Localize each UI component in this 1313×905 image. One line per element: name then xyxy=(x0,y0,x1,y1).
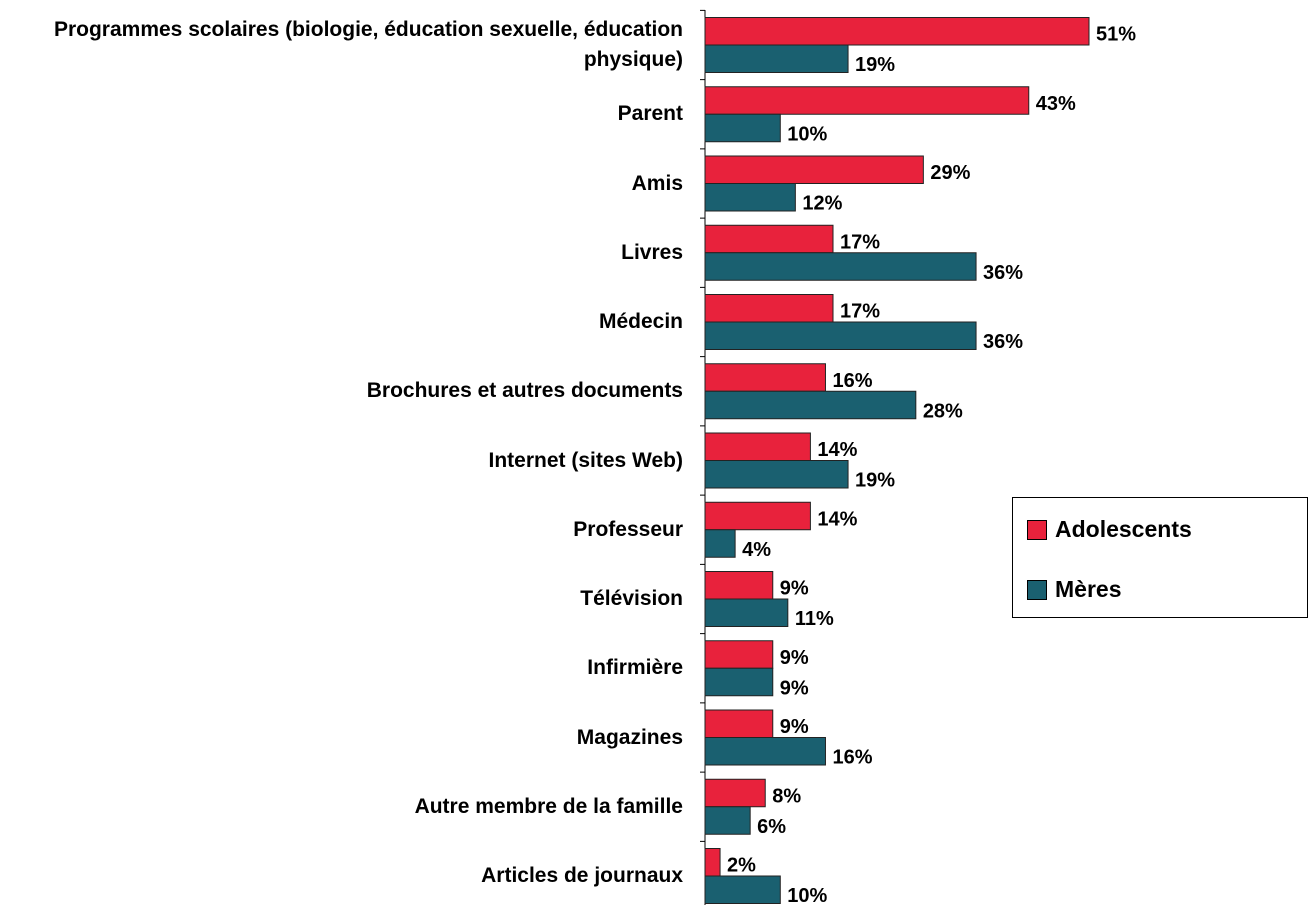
value-label: 9% xyxy=(780,716,809,738)
bar xyxy=(704,390,917,420)
legend-swatch xyxy=(1027,579,1047,600)
category-label: Magazines xyxy=(576,725,683,749)
category-label: Parent xyxy=(617,102,683,126)
bar xyxy=(704,155,924,184)
value-label: 14% xyxy=(817,439,857,461)
value-label: 43% xyxy=(1036,93,1076,115)
legend-item: Mères xyxy=(1027,576,1121,603)
category-label: Amis xyxy=(631,171,683,195)
bar xyxy=(704,44,849,73)
value-label: 10% xyxy=(787,885,827,905)
category-label: Internet (sites Web) xyxy=(488,448,683,472)
bar xyxy=(704,709,774,738)
category-label: Brochures et autres documents xyxy=(366,379,683,403)
category-label: Télévision xyxy=(580,587,683,610)
bar xyxy=(704,294,834,323)
value-label: 6% xyxy=(757,816,786,838)
category-label: Livres xyxy=(621,240,683,264)
bar xyxy=(704,113,781,143)
category-label: Articles de journaux xyxy=(481,864,683,887)
bar xyxy=(704,363,826,392)
bar xyxy=(704,571,774,600)
bar xyxy=(704,806,751,835)
category-label: Médecin xyxy=(598,310,683,333)
bar xyxy=(704,432,811,461)
value-label: 19% xyxy=(855,54,895,76)
bar xyxy=(704,848,721,877)
bar xyxy=(704,778,766,808)
value-label: 9% xyxy=(780,677,809,699)
value-label: 2% xyxy=(727,855,756,877)
value-label: 36% xyxy=(983,262,1023,284)
category-label: Professeur xyxy=(573,517,683,541)
legend-label: Adolescents xyxy=(1055,516,1192,542)
value-label: 19% xyxy=(855,470,895,492)
bar xyxy=(704,737,826,766)
value-label: 16% xyxy=(832,370,872,392)
bar xyxy=(704,321,977,350)
bar xyxy=(704,17,1090,46)
value-label: 29% xyxy=(930,162,970,184)
value-label: 8% xyxy=(772,785,801,807)
value-label: 28% xyxy=(923,400,963,422)
legend-swatch xyxy=(1027,519,1047,540)
bar xyxy=(704,667,774,697)
value-label: 16% xyxy=(832,747,872,769)
category-label: Infirmière xyxy=(587,656,683,680)
bar xyxy=(704,252,977,281)
legend-item: Adolescents xyxy=(1027,516,1192,543)
bar xyxy=(704,875,781,904)
legend: Adolescents Mères xyxy=(1012,497,1308,618)
value-label: 36% xyxy=(983,331,1023,353)
value-label: 14% xyxy=(817,508,857,530)
legend-label: Mères xyxy=(1055,576,1122,602)
bar xyxy=(704,460,849,489)
value-label: 17% xyxy=(840,301,880,323)
value-label: 17% xyxy=(840,231,880,253)
value-label: 10% xyxy=(787,123,827,145)
bar xyxy=(704,183,796,212)
value-label: 11% xyxy=(795,608,834,630)
value-label: 4% xyxy=(742,539,771,561)
bar xyxy=(704,529,736,558)
value-label: 9% xyxy=(780,647,809,669)
value-label: 9% xyxy=(780,578,809,600)
bar xyxy=(704,501,811,531)
bar xyxy=(704,86,1030,115)
category-label: Autre membre de la famille xyxy=(414,794,683,818)
bar xyxy=(704,598,789,627)
bar xyxy=(704,640,774,669)
value-label: 51% xyxy=(1096,24,1136,46)
category-label: Programmes scolaires (biologie, éducatio… xyxy=(53,18,683,71)
bar xyxy=(704,224,834,254)
value-label: 12% xyxy=(802,193,842,215)
